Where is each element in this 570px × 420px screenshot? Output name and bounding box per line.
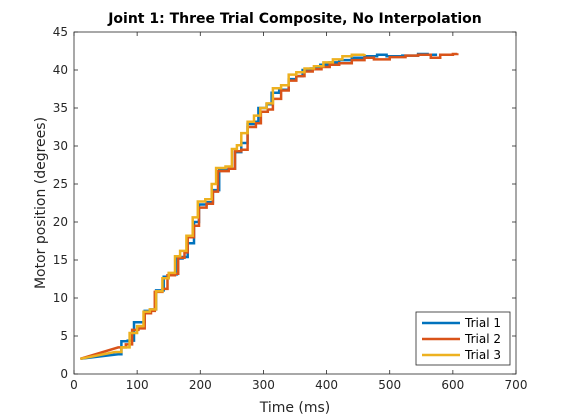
y-tick-label: 5 (60, 329, 68, 343)
x-tick-label: 500 (378, 378, 401, 392)
chart-title: Joint 1: Three Trial Composite, No Inter… (107, 11, 482, 27)
y-tick-label: 15 (53, 253, 68, 267)
y-tick-label: 40 (53, 63, 68, 77)
x-axis-label: Time (ms) (259, 400, 331, 416)
y-axis-label: Motor position (degrees) (33, 117, 49, 289)
y-tick-label: 25 (53, 177, 68, 191)
y-tick-label: 30 (53, 139, 68, 153)
legend-entry-label: Trial 1 (464, 316, 501, 330)
x-tick-label: 100 (126, 378, 149, 392)
y-tick-label: 45 (53, 25, 68, 39)
legend-entry-label: Trial 3 (464, 348, 501, 362)
x-tick-label: 0 (70, 378, 78, 392)
legend-entry-label: Trial 2 (464, 332, 501, 346)
x-tick-label: 300 (252, 378, 275, 392)
x-tick-label: 400 (315, 378, 338, 392)
x-tick-label: 600 (441, 378, 464, 392)
y-tick-label: 20 (53, 215, 68, 229)
x-tick-label: 700 (505, 378, 528, 392)
y-tick-label: 10 (53, 291, 68, 305)
y-tick-label: 0 (60, 367, 68, 381)
y-tick-label: 35 (53, 101, 68, 115)
legend: Trial 1 Trial 2 Trial 3 (416, 312, 510, 365)
x-tick-label: 200 (189, 378, 212, 392)
